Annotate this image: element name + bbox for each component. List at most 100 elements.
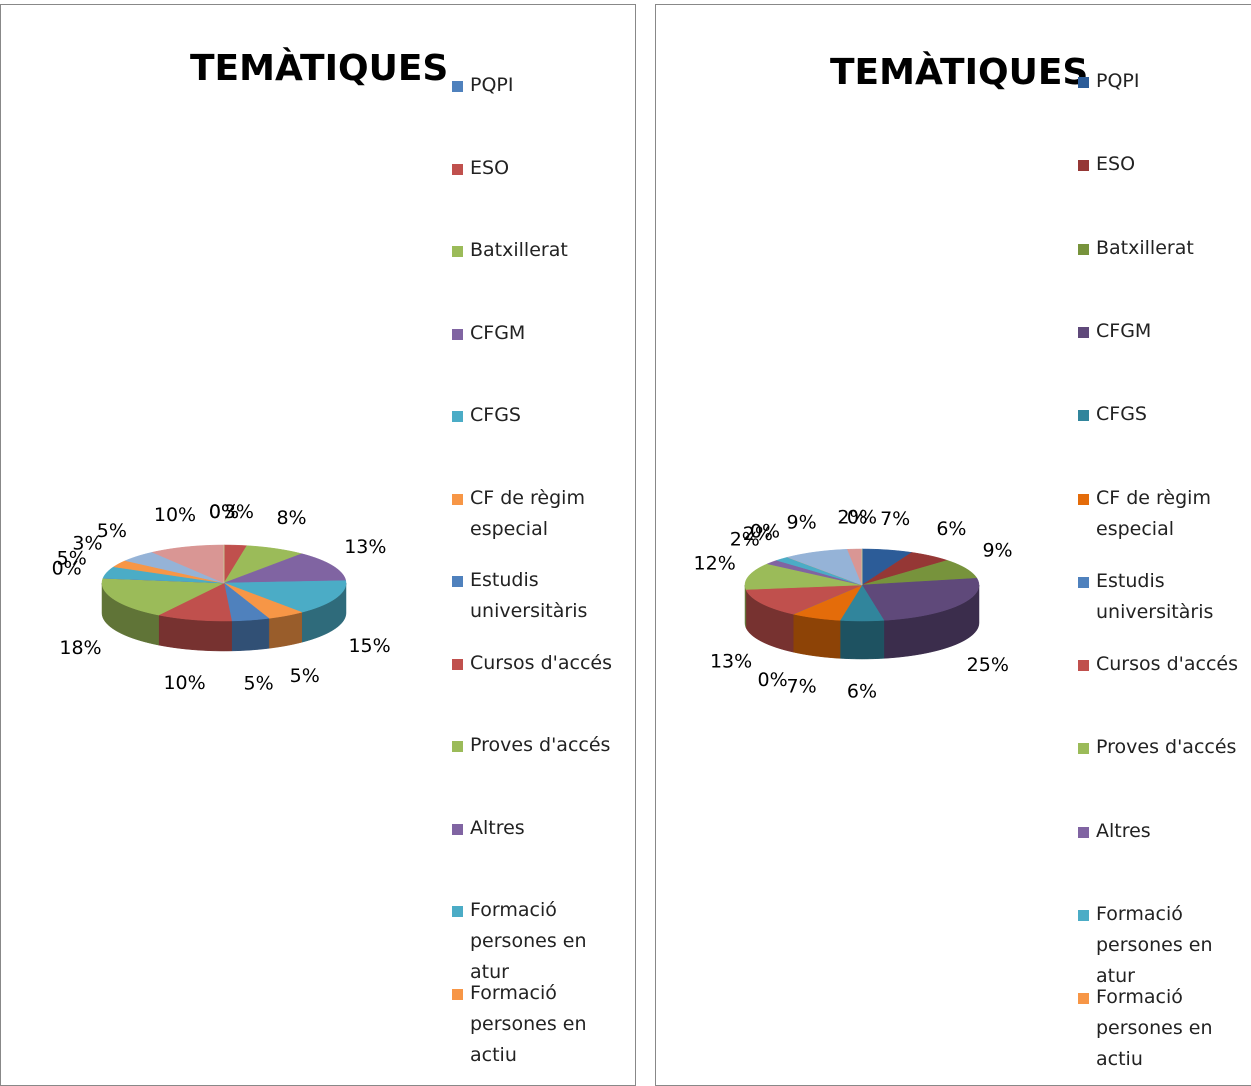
legend-label: Estudis universitàris	[1096, 569, 1214, 623]
data-label: 5%	[97, 520, 127, 542]
legend-swatch	[452, 81, 463, 92]
legend-label: Proves d'accés	[470, 734, 611, 756]
legend-entry: ESO	[1078, 149, 1246, 180]
legend-entry: CF de règim especial	[452, 483, 620, 545]
legend-entry: Formació persones en actiu	[1078, 982, 1246, 1075]
legend-swatch	[452, 988, 463, 1000]
slice-side	[744, 584, 747, 628]
legend-label: ESO	[1096, 153, 1136, 176]
data-label: 6%	[847, 681, 877, 703]
legend-entry: CFGM	[1078, 316, 1246, 347]
slice	[745, 584, 863, 615]
legend-entry: PQPI	[452, 70, 620, 101]
legend-entry: Proves d'accés	[452, 730, 620, 761]
slice	[223, 582, 270, 622]
slice	[112, 560, 225, 584]
legend-label: CF de règim especial	[1096, 486, 1211, 540]
legend-swatch	[452, 658, 463, 670]
data-label: 0%	[209, 501, 239, 523]
data-label: 6%	[936, 518, 966, 540]
slice	[792, 584, 863, 621]
data-label: 18%	[59, 637, 101, 659]
legend-swatch	[1078, 743, 1089, 755]
legend-label: Formació persones en actiu	[470, 981, 587, 1066]
legend-label: PQPI	[1096, 70, 1140, 92]
data-label: 12%	[694, 552, 736, 574]
data-label: 2%	[837, 506, 867, 528]
legend-label: Formació persones en actiu	[1096, 986, 1213, 1071]
legend-entry: Cursos d'accés	[1078, 649, 1246, 680]
chart-title: TEMÀTIQUES	[830, 52, 1089, 93]
slice	[223, 545, 303, 584]
legend-label: CFGM	[470, 321, 526, 344]
legend-entry: CFGS	[452, 400, 620, 431]
data-label: 13%	[344, 536, 386, 558]
slice	[839, 584, 885, 622]
legend-entry: ESO	[452, 153, 620, 184]
legend-entry: PQPI	[1078, 66, 1246, 97]
slice-side	[231, 618, 270, 652]
legend-label: Estudis universitàris	[470, 569, 588, 622]
slice-side	[839, 620, 885, 660]
slice	[223, 580, 347, 613]
data-label: 5%	[244, 673, 274, 695]
data-label: 3%	[224, 501, 254, 523]
legend-swatch	[1078, 576, 1089, 588]
legend-label: Cursos d'accés	[470, 651, 612, 674]
legend-swatch	[1078, 910, 1089, 921]
legend-swatch	[452, 906, 463, 917]
data-label: 8%	[276, 507, 306, 529]
slice	[157, 582, 232, 622]
data-label: 15%	[348, 635, 390, 657]
slice	[151, 544, 225, 584]
chart-panel	[0, 4, 636, 1086]
data-label: 0%	[847, 506, 877, 528]
legend-swatch	[1078, 77, 1089, 88]
data-label: 2%	[743, 523, 773, 545]
data-label: 10%	[163, 672, 205, 694]
data-label: 0%	[758, 669, 788, 691]
slice	[861, 548, 913, 586]
slice	[861, 560, 978, 586]
legend-swatch	[452, 823, 463, 835]
legend-label: CFGS	[1096, 403, 1147, 426]
data-label: 13%	[710, 651, 752, 673]
chart-title: TEMÀTIQUES	[190, 48, 449, 89]
slice	[223, 553, 347, 584]
slice	[775, 557, 863, 586]
legend-label: CFGS	[470, 404, 521, 426]
slice	[124, 551, 225, 584]
legend-entry: Formació persones en atur	[452, 895, 620, 988]
legend-entry: Cursos d'accés	[452, 648, 620, 679]
legend-swatch	[1078, 243, 1089, 255]
data-label: 5%	[57, 547, 87, 569]
data-label: 2%	[730, 528, 760, 550]
data-label: 0%	[209, 501, 239, 523]
slice-side	[792, 613, 841, 659]
data-label: 7%	[787, 676, 817, 698]
legend-swatch	[1078, 410, 1089, 422]
legend-entry: Altres	[1078, 816, 1246, 847]
data-label: 3%	[72, 533, 102, 555]
slice	[223, 582, 303, 619]
legend-label: Altres	[470, 816, 525, 839]
data-label: 5%	[290, 665, 320, 687]
legend-label: CFGM	[1096, 319, 1152, 342]
legend-label: Batxillerat	[1096, 236, 1194, 259]
legend-entry: Formació persones en atur	[1078, 899, 1246, 992]
slice	[101, 577, 225, 616]
legend-label: Cursos d'accés	[1096, 653, 1238, 676]
legend-label: PQPI	[470, 74, 514, 96]
legend-label: Proves d'accés	[1096, 736, 1237, 759]
slice	[766, 560, 863, 586]
legend-label: Altres	[1096, 819, 1151, 842]
data-label: 0%	[750, 520, 780, 542]
data-label: 0%	[52, 557, 82, 579]
legend-label: Batxillerat	[470, 239, 568, 261]
slice	[846, 548, 863, 586]
legend-swatch	[452, 493, 463, 505]
legend-entry: Batxillerat	[452, 235, 620, 266]
legend-swatch	[452, 246, 463, 257]
